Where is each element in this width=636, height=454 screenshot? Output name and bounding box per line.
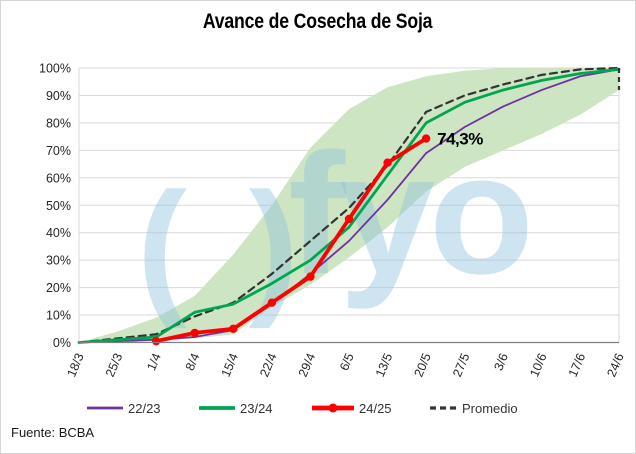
series-line-24-25	[154, 136, 429, 344]
x-axis-label: 29/4	[296, 351, 318, 379]
legend-item-2324: 23/24	[199, 399, 273, 417]
x-axis-label: 18/3	[64, 351, 86, 379]
legend-label-2223: 22/23	[128, 400, 161, 416]
data-point-24-25	[383, 158, 392, 167]
x-axis-label: 3/6	[491, 351, 511, 373]
data-point-24-25	[229, 324, 238, 333]
data-point-24-25	[151, 336, 161, 346]
legend: 22/23 23/24 24/25 Promedio	[1, 399, 635, 419]
y-axis-label: 100%	[39, 62, 71, 76]
x-axis-label: 24/6	[604, 351, 626, 379]
legend-line-sample-promedio	[430, 406, 456, 410]
legend-line-sample-2223	[87, 406, 123, 410]
y-axis-label: 80%	[46, 116, 71, 130]
x-axis-label: 22/4	[257, 351, 279, 379]
x-axis-label: 25/3	[103, 351, 125, 379]
source-note: Fuente: BCBA	[11, 425, 95, 440]
data-point-24-25	[190, 328, 199, 338]
y-axis-label: 10%	[46, 309, 71, 323]
data-point-24-25	[344, 214, 354, 224]
data-point-24-25	[421, 134, 431, 143]
legend-item-promedio: Promedio	[429, 399, 518, 417]
legend-swatch-marker	[328, 403, 338, 413]
x-axis-label: 10/6	[527, 351, 549, 379]
y-axis-label: 60%	[46, 171, 71, 185]
y-axis-label: 20%	[46, 281, 71, 295]
y-axis-label: 50%	[46, 199, 71, 213]
series-line-23-24	[77, 67, 621, 344]
y-axis-label: 90%	[46, 89, 71, 103]
watermark-parentheses: ( )	[137, 161, 309, 329]
legend-label-2425: 24/25	[359, 400, 392, 416]
x-axis-label: 6/5	[337, 351, 357, 373]
legend-item-2425: 24/25	[312, 399, 392, 417]
legend-label-2324: 23/24	[240, 400, 273, 416]
x-axis-label: 20/5	[412, 351, 434, 379]
y-axis-label: 30%	[46, 254, 71, 268]
legend-label-promedio: Promedio	[462, 400, 518, 416]
data-point-24-25	[267, 298, 277, 307]
x-axis-label: 17/6	[566, 351, 588, 379]
y-axis-label: 70%	[46, 144, 71, 158]
x-axis-label: 15/4	[219, 351, 241, 379]
x-axis-label: 1/4	[144, 351, 164, 373]
x-axis-label: 8/4	[183, 351, 203, 373]
min-max-band	[79, 68, 619, 343]
chart-title: Avance de Cosecha de Soja	[203, 10, 433, 33]
legend-line-sample-2425	[312, 403, 354, 413]
legend-item-2223: 22/23	[87, 399, 161, 417]
annotation-label: 74,3%	[437, 130, 483, 149]
data-point-24-25	[306, 272, 315, 281]
y-axis-label: 0%	[53, 336, 71, 350]
x-axis-label: 13/5	[373, 351, 395, 379]
y-axis-label: 40%	[46, 226, 71, 240]
x-axis-label: 27/5	[450, 351, 472, 379]
legend-line-sample-2324	[199, 406, 235, 410]
